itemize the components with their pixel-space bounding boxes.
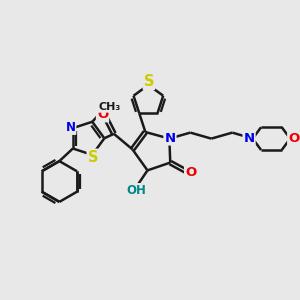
Text: O: O xyxy=(97,108,108,122)
Text: N: N xyxy=(65,121,76,134)
Text: N: N xyxy=(164,131,175,145)
Text: OH: OH xyxy=(126,184,146,197)
Text: S: S xyxy=(144,74,154,89)
Text: S: S xyxy=(88,150,98,165)
Text: N: N xyxy=(244,132,255,145)
Text: O: O xyxy=(185,166,196,179)
Text: O: O xyxy=(288,132,299,145)
Text: CH₃: CH₃ xyxy=(99,102,121,112)
